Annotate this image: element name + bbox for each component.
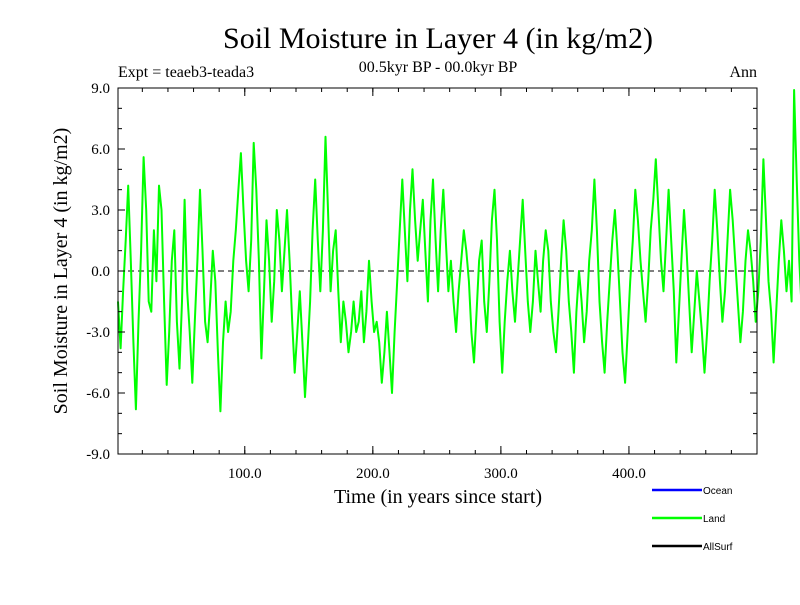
legend: Ocean Land AllSurf	[652, 486, 733, 553]
series-line-land	[117, 89, 800, 413]
y-axis-label: Soil Moisture in Layer 4 (in kg/m2)	[50, 128, 72, 415]
season-label: Ann	[729, 64, 757, 81]
x-tick-label: 400.0	[612, 466, 646, 482]
legend-label-land: Land	[703, 514, 725, 525]
y-tick-label: -6.0	[86, 386, 110, 402]
chart-subtitle: 00.5kyr BP - 00.0kyr BP	[359, 59, 518, 76]
x-axis-label: Time (in years since start)	[334, 486, 542, 508]
y-tick-label: 9.0	[91, 81, 110, 97]
legend-label-ocean: Ocean	[703, 486, 732, 497]
x-tick-label: 100.0	[228, 466, 262, 482]
x-tick-label: 200.0	[356, 466, 390, 482]
series-group	[117, 89, 800, 413]
y-tick-label: 0.0	[91, 264, 110, 280]
x-axis: 100.0 200.0 300.0 400.0	[141, 88, 732, 482]
legend-label-allsurf: AllSurf	[703, 542, 733, 553]
y-tick-label: 6.0	[91, 142, 110, 158]
y-tick-label: -3.0	[86, 325, 110, 341]
chart-title: Soil Moisture in Layer 4 (in kg/m2)	[223, 22, 653, 55]
x-tick-label: 300.0	[484, 466, 518, 482]
plot-area: 9.0 6.0 3.0 0.0 -3.0 -6.0 -9.0 100.0 200.0 300.0…	[86, 81, 800, 482]
y-tick-label: -9.0	[86, 447, 110, 463]
experiment-label: Expt = teaeb3-teada3	[118, 64, 254, 81]
y-axis: 9.0 6.0 3.0 0.0 -3.0 -6.0 -9.0	[86, 81, 757, 463]
y-tick-label: 3.0	[91, 203, 110, 219]
